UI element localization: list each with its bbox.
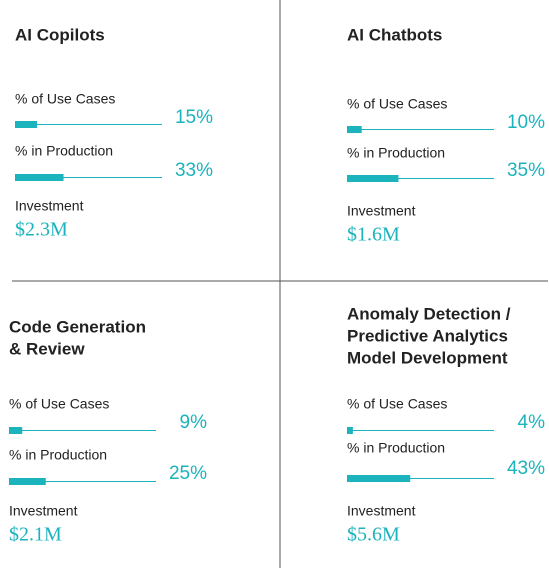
bar <box>347 126 362 133</box>
investment-value: $2.3M <box>15 219 68 241</box>
investment-label: Investment <box>347 203 416 219</box>
value-label: 10% <box>507 112 545 133</box>
panel-title: Predictive Analytics <box>347 326 508 345</box>
metric-label: % in Production <box>347 145 445 161</box>
bar <box>347 175 399 182</box>
investment-label: Investment <box>347 503 416 519</box>
value-label: 4% <box>518 412 546 433</box>
value-label: 9% <box>180 412 208 433</box>
metric-label: % in Production <box>15 143 113 159</box>
investment-label: Investment <box>9 503 78 519</box>
metric-label: % in Production <box>347 440 445 456</box>
investment-value: $1.6M <box>347 224 400 246</box>
metric-label: % of Use Cases <box>9 396 109 412</box>
bar <box>15 174 64 181</box>
metric-label: % of Use Cases <box>15 91 115 107</box>
panel-title: Model Development <box>347 348 508 367</box>
value-label: 43% <box>507 458 545 479</box>
bar <box>15 121 38 128</box>
metric-label: % in Production <box>9 447 107 463</box>
value-label: 25% <box>169 463 207 484</box>
metric-label: % of Use Cases <box>347 396 447 412</box>
panel-title: AI Chatbots <box>347 25 442 44</box>
bar <box>347 427 353 434</box>
investment-value: $5.6M <box>347 524 400 546</box>
panel-title: Code Generation <box>9 317 146 336</box>
value-label: 33% <box>175 160 213 181</box>
metric-label: % of Use Cases <box>347 96 447 112</box>
bar <box>9 427 23 434</box>
panel-title: & Review <box>9 339 85 358</box>
value-label: 35% <box>507 160 545 181</box>
investment-value: $2.1M <box>9 524 62 546</box>
panel-title: Anomaly Detection / <box>347 304 511 323</box>
value-label: 15% <box>175 107 213 128</box>
investment-label: Investment <box>15 198 84 214</box>
bar <box>9 478 46 485</box>
panel-title: AI Copilots <box>15 25 105 44</box>
bar <box>347 475 411 482</box>
